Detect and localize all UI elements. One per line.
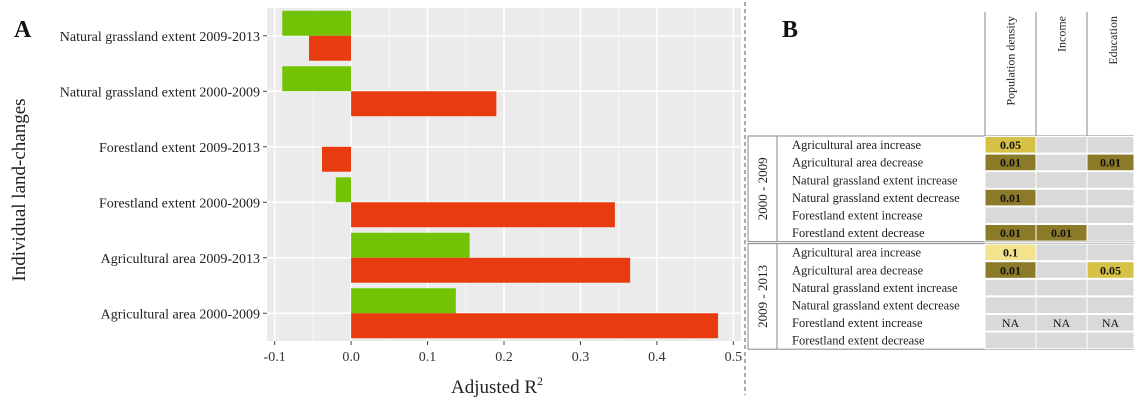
table-cell <box>1035 278 1088 297</box>
x-tick-label: 0.4 <box>648 350 666 365</box>
x-tick-label: 0.5 <box>725 350 743 365</box>
table-cell <box>984 206 1037 224</box>
table-cell <box>1035 206 1088 224</box>
table-cell <box>984 278 1037 297</box>
y-tick-label: Natural grassland extent 2000-2009 <box>60 85 260 100</box>
column-header: Income <box>1055 16 1069 52</box>
table-cell <box>1035 153 1088 172</box>
table-cell <box>984 171 1037 189</box>
row-label: Agricultural area increase <box>792 138 922 152</box>
table-cell <box>1086 314 1134 332</box>
bar <box>335 177 352 203</box>
table-cell <box>1086 171 1134 189</box>
column-header: Education <box>1106 16 1120 65</box>
row-label: Natural grassland extent increase <box>792 173 958 187</box>
table-cell <box>1086 136 1134 154</box>
x-axis-label: Adjusted R2 <box>451 374 543 398</box>
table-cell <box>1086 243 1134 262</box>
table-cell <box>1035 136 1088 154</box>
row-label: Natural grassland extent increase <box>792 281 958 295</box>
y-ticks: Natural grassland extent 2009-2013 Natura… <box>60 30 267 322</box>
y-tick-label: Forestland extent 2000-2009 <box>99 196 260 211</box>
bar <box>282 66 352 92</box>
x-tick-label: 0.2 <box>495 350 513 365</box>
cell-value: NA <box>1053 316 1071 330</box>
y-axis-label: Individual land-changes <box>9 98 30 281</box>
table-cell <box>1035 188 1088 207</box>
panel-b: B Population density Income Education 2000 … <box>747 12 1134 350</box>
table-cell <box>984 331 1037 350</box>
row-label: Forestland extent decrease <box>792 226 925 240</box>
column-header: Population density <box>1004 16 1018 106</box>
y-tick-label: Natural grassland extent 2009-2013 <box>60 30 260 45</box>
bar <box>351 232 470 258</box>
y-tick-label: Forestland extent 2009-2013 <box>99 141 260 156</box>
x-axis-label-text: Adjusted R <box>451 377 537 398</box>
bar <box>351 313 719 339</box>
table-cell <box>1086 278 1134 297</box>
cell-value: NA <box>1002 316 1020 330</box>
table-cell <box>1086 261 1134 279</box>
bar <box>322 146 352 172</box>
bars <box>282 10 719 339</box>
row-label: Agricultural area increase <box>792 246 922 260</box>
x-tick-label: -0.1 <box>264 350 286 365</box>
x-ticks: -0.1 0.0 0.1 0.2 0.3 0.4 0.5 <box>264 341 743 365</box>
table-cell <box>1035 331 1088 350</box>
cell-value: 0.01 <box>1100 156 1121 170</box>
cell-value: 0.01 <box>1000 156 1021 170</box>
y-tick-label: Agricultural area 2000-2009 <box>101 307 260 322</box>
table-cell <box>1035 261 1088 279</box>
bar <box>351 202 615 228</box>
x-axis-label-superscript: 2 <box>537 374 543 388</box>
cell-value: 0.1 <box>1003 246 1018 260</box>
group-box <box>747 243 1134 350</box>
row-label: Agricultural area decrease <box>792 263 924 277</box>
panel-a: A Individual land-changes Natural grassl… <box>9 8 742 398</box>
panel-b-label: B <box>782 17 798 43</box>
row-label: Agricultural area decrease <box>792 156 924 170</box>
cell-value: NA <box>1102 316 1120 330</box>
cell-value: 0.01 <box>1051 226 1072 240</box>
table-cell <box>1086 153 1134 172</box>
row-label: Forestland extent increase <box>792 316 923 330</box>
bar <box>351 91 497 117</box>
table-cell <box>1035 296 1088 314</box>
group-box <box>747 135 1134 243</box>
table-cell <box>984 296 1037 314</box>
bar <box>351 288 456 314</box>
row-label: Forestland extent decrease <box>792 334 925 348</box>
x-tick-label: 0.1 <box>419 350 437 365</box>
bar <box>351 257 631 283</box>
row-label: Forestland extent increase <box>792 209 923 223</box>
cell-value: 0.05 <box>1100 263 1121 277</box>
y-tick-label: Agricultural area 2009-2013 <box>101 252 260 267</box>
bar <box>282 10 352 36</box>
table-cell <box>1086 331 1134 350</box>
table-cell <box>1086 296 1134 314</box>
bar <box>309 35 352 61</box>
cell-value: 0.01 <box>1000 263 1021 277</box>
table-cell <box>1086 188 1134 207</box>
table-cell <box>1086 224 1134 242</box>
table-cell <box>1086 206 1134 224</box>
table-cell <box>1035 243 1088 262</box>
cell-value: 0.05 <box>1000 138 1021 152</box>
significance-table: Population density Income Education 2000 - … <box>747 12 1134 350</box>
cell-value: 0.01 <box>1000 191 1021 205</box>
table-cell <box>1035 171 1088 189</box>
row-label: Natural grassland extent decrease <box>792 299 960 313</box>
group-label: 2000 - 2009 <box>755 157 770 220</box>
x-tick-label: 0.3 <box>572 350 590 365</box>
x-tick-label: 0.0 <box>342 350 360 365</box>
panel-a-label: A <box>14 17 32 43</box>
group-label: 2009 - 2013 <box>755 265 770 328</box>
row-label: Natural grassland extent decrease <box>792 191 960 205</box>
cell-value: 0.01 <box>1000 226 1021 240</box>
